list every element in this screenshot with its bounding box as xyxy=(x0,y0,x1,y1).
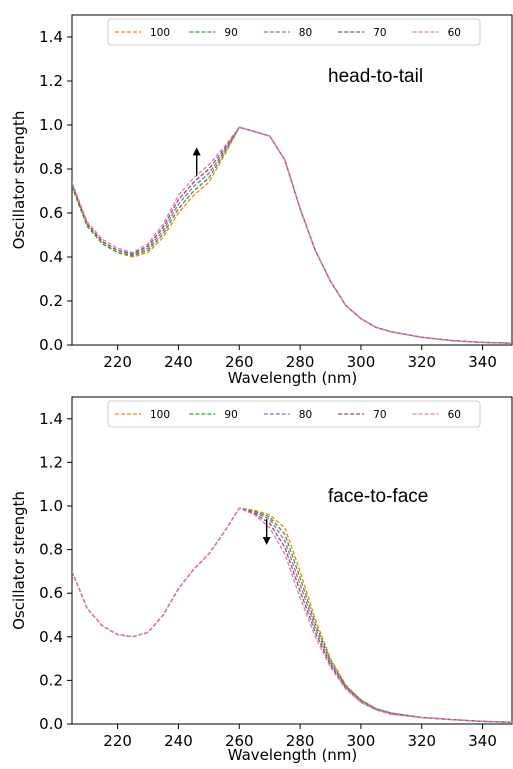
series-line-100 xyxy=(72,126,513,344)
plot-frame xyxy=(71,396,513,725)
y-tick-label: 0.6 xyxy=(39,584,63,602)
y-axis-title: Oscillator strength xyxy=(10,491,28,630)
legend-label-70: 70 xyxy=(373,27,386,39)
y-tick-label: 0.2 xyxy=(39,671,63,689)
y-tick-label: 1.2 xyxy=(39,72,63,90)
x-axis-title: Wavelength (nm) xyxy=(228,369,358,387)
y-tick-label: 1.2 xyxy=(39,453,63,471)
x-tick-label: 260 xyxy=(225,732,254,750)
x-tick-label: 320 xyxy=(407,732,436,750)
x-tick-label: 220 xyxy=(103,732,132,750)
y-tick-label: 1.0 xyxy=(39,497,63,515)
series-line-90 xyxy=(72,507,513,723)
x-tick-label: 280 xyxy=(286,732,315,750)
x-tick-label: 240 xyxy=(164,353,193,371)
y-tick-label: 0.2 xyxy=(39,292,63,310)
legend-label-70: 70 xyxy=(373,409,386,421)
legend-label-90: 90 xyxy=(224,27,237,39)
x-tick-label: 300 xyxy=(347,732,376,750)
legend-label-100: 100 xyxy=(150,27,170,39)
panel-annotation: head-to-tail xyxy=(328,66,423,87)
legend-label-80: 80 xyxy=(299,27,312,39)
series-lines xyxy=(72,507,513,723)
x-tick-label: 240 xyxy=(164,732,193,750)
y-axis-title: Oscillator strength xyxy=(10,111,28,250)
series-line-80 xyxy=(72,126,513,344)
y-tick-label: 0.8 xyxy=(39,541,63,559)
y-tick-label: 0.4 xyxy=(39,248,63,266)
panel-face-to-face: 0.0 0.2 0.4 0.6 0.8 1.0 1.2 1.4 220 240 260 280 300 3… xyxy=(10,396,513,764)
legend-label-100: 100 xyxy=(150,409,170,421)
y-tick-label: 0.8 xyxy=(39,160,63,178)
legend-box xyxy=(107,18,481,46)
series-line-100 xyxy=(72,507,513,723)
y-tick-label: 0.6 xyxy=(39,204,63,222)
panel-head-to-tail: 0.0 0.2 0.4 0.6 0.8 1.0 1.2 1.4 220 240 260 280 300 3… xyxy=(10,14,513,387)
y-tick-label: 0.0 xyxy=(39,715,63,733)
series-line-60 xyxy=(72,507,513,723)
legend-label-80: 80 xyxy=(299,409,312,421)
x-tick-label: 320 xyxy=(407,353,436,371)
x-tick-label: 260 xyxy=(225,353,254,371)
x-tick-label: 340 xyxy=(468,353,497,371)
series-line-90 xyxy=(72,126,513,344)
plot-frame xyxy=(71,14,513,346)
x-axis-title: Wavelength (nm) xyxy=(228,746,358,764)
x-tick-label: 280 xyxy=(286,353,315,371)
y-tick-label: 1.4 xyxy=(39,410,63,428)
legend: 100 90 80 70 60 xyxy=(107,18,481,46)
series-line-60 xyxy=(72,126,513,344)
y-tick-label: 0.4 xyxy=(39,628,63,646)
legend: 100 90 80 70 60 xyxy=(107,400,481,428)
series-line-70 xyxy=(72,507,513,723)
y-tick-label: 1.0 xyxy=(39,116,63,134)
series-line-80 xyxy=(72,507,513,723)
x-tick-label: 340 xyxy=(468,732,497,750)
x-tick-label: 220 xyxy=(103,353,132,371)
y-tick-label: 0.0 xyxy=(39,336,63,354)
series-line-70 xyxy=(72,126,513,344)
legend-box xyxy=(107,400,481,428)
y-tick-label: 1.4 xyxy=(39,28,63,46)
legend-label-60: 60 xyxy=(448,409,461,421)
legend-label-90: 90 xyxy=(224,409,237,421)
legend-label-60: 60 xyxy=(448,27,461,39)
x-tick-label: 300 xyxy=(347,353,376,371)
series-lines xyxy=(72,126,513,344)
panel-annotation: face-to-face xyxy=(328,486,428,507)
